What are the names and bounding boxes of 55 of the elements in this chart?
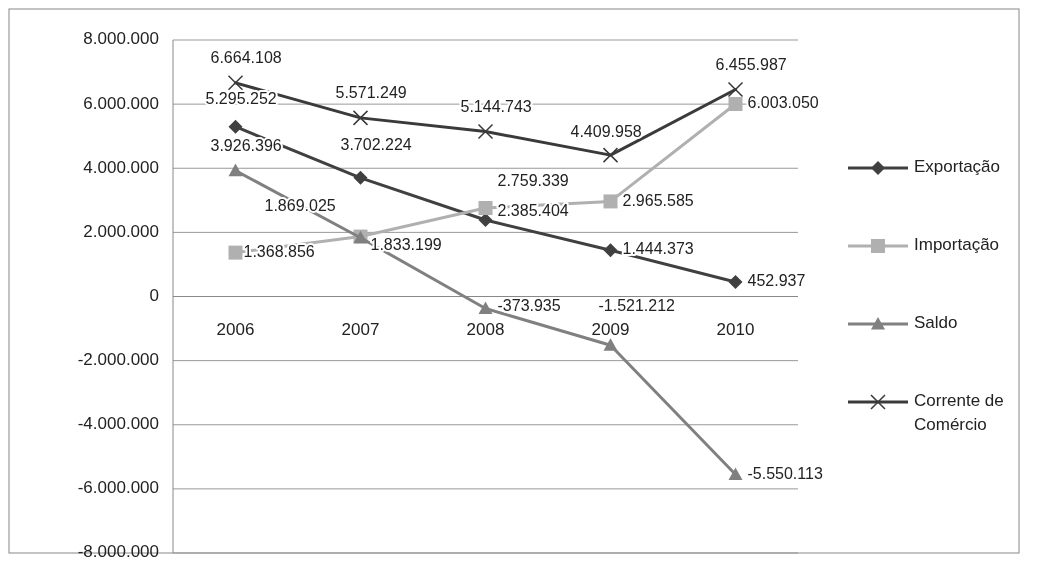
y-tick-label: 4.000.000 — [83, 157, 159, 177]
y-tick-label: -2.000.000 — [77, 350, 159, 370]
point — [728, 274, 743, 289]
data-label: 3.926.396 — [210, 136, 282, 154]
data-label: 5.144.743 — [460, 97, 532, 115]
data-label: 2.385.404 — [497, 202, 569, 220]
point — [228, 163, 243, 177]
legend-label: Importação — [914, 235, 1000, 255]
point — [728, 467, 743, 481]
y-tick-label: 6.000.000 — [83, 93, 159, 113]
data-label: 6.003.050 — [747, 94, 819, 112]
x-tick-label: 2008 — [466, 319, 505, 339]
point — [603, 338, 618, 351]
y-tick-label: 8.000.000 — [83, 29, 159, 49]
data-label: 2.965.585 — [622, 191, 694, 209]
x-tick-label: 2009 — [591, 319, 630, 339]
point — [728, 97, 743, 112]
x-tick-label: 2006 — [216, 319, 255, 339]
data-label: 5.295.252 — [205, 89, 277, 107]
point — [352, 110, 369, 126]
point — [478, 301, 493, 315]
x-tick-label: 2007 — [341, 319, 380, 339]
point — [727, 81, 744, 98]
point — [477, 123, 494, 140]
point — [227, 75, 244, 91]
point — [478, 201, 493, 216]
y-tick-label: -8.000.000 — [77, 542, 159, 562]
point — [602, 147, 619, 163]
y-tick-label: 0 — [149, 285, 159, 305]
point — [603, 194, 618, 209]
data-label: 1.444.373 — [622, 240, 694, 258]
x-tick-label: 2010 — [716, 319, 755, 339]
data-label: 6.455.987 — [715, 55, 787, 73]
point — [603, 243, 618, 258]
legend-label: Corrente de Comércio — [914, 391, 1004, 435]
legend-label: Exportação — [914, 157, 1000, 177]
data-label: 2.759.339 — [497, 172, 569, 190]
data-label: 1.833.199 — [370, 235, 442, 253]
data-label: 1.368.856 — [243, 242, 315, 260]
point — [478, 213, 493, 228]
data-label: 5.571.249 — [335, 84, 407, 102]
y-tick-label: -4.000.000 — [77, 414, 159, 434]
point — [228, 119, 243, 134]
legend-label: Saldo — [914, 313, 958, 333]
data-label: 6.664.108 — [210, 49, 282, 67]
point — [353, 170, 368, 185]
data-label: 452.937 — [747, 272, 806, 290]
data-label: 4.409.958 — [570, 123, 642, 141]
point — [228, 245, 243, 260]
data-label: -5.550.113 — [747, 464, 823, 482]
data-label: -373.935 — [497, 296, 561, 314]
y-tick-label: -6.000.000 — [77, 478, 159, 498]
data-label: 3.702.224 — [340, 136, 412, 154]
data-label: -1.521.212 — [598, 297, 676, 315]
y-tick-label: 2.000.000 — [83, 221, 159, 241]
